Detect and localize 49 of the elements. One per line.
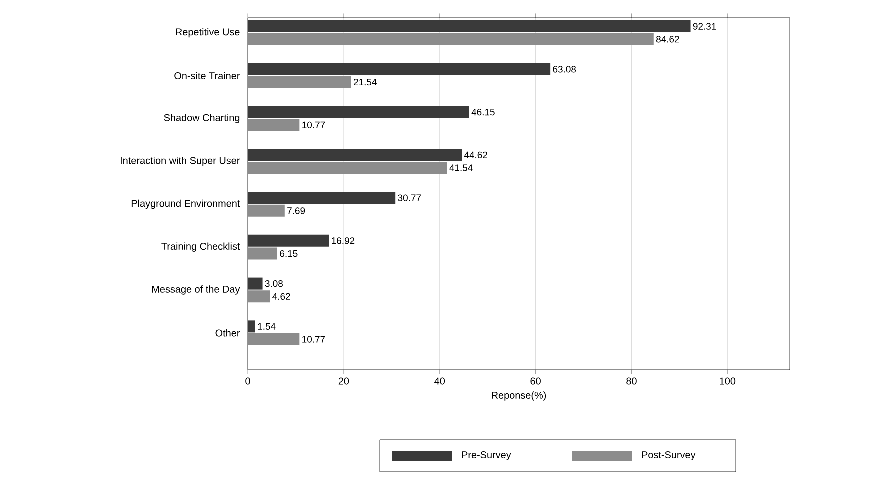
bar	[248, 192, 396, 204]
bar	[248, 76, 352, 88]
data-label: 10.77	[302, 122, 326, 129]
data-label: 21.54	[354, 78, 377, 86]
x-tick-label: 80	[626, 378, 637, 385]
x-tick-label: 20	[338, 378, 350, 385]
data-label: 92.31	[693, 23, 716, 30]
bar	[248, 119, 300, 132]
bar	[248, 290, 270, 303]
data-label: 44.62	[464, 152, 488, 159]
y-tick-label: Interaction with Super User	[121, 156, 240, 166]
data-label: 10.77	[302, 336, 326, 343]
y-tick-label: Playground Environment	[132, 200, 240, 210]
data-label: 4.62	[272, 293, 290, 300]
data-label: 3.08	[265, 280, 283, 288]
bar	[248, 106, 470, 118]
bar	[248, 162, 448, 174]
bar	[248, 204, 285, 217]
data-label: 63.08	[553, 66, 576, 73]
text: Post-Survey	[642, 451, 696, 460]
data-label: 16.92	[332, 238, 355, 244]
bar	[248, 334, 300, 346]
bar	[248, 149, 462, 162]
x-tick-label: 40	[434, 378, 446, 385]
x-axis-title: Reponse(%)	[492, 392, 546, 401]
data-label: 30.77	[398, 194, 422, 202]
x-tick-label: 100	[720, 378, 736, 385]
data-label: 41.54	[450, 164, 473, 172]
data-label: 46.15	[472, 108, 495, 116]
y-tick-label: Other	[216, 329, 240, 337]
bar	[248, 320, 256, 333]
data-label: 84.62	[656, 36, 680, 43]
x-tick-label: 60	[530, 378, 541, 385]
bar	[248, 33, 654, 46]
y-tick-label: Message of the Day	[152, 286, 240, 295]
y-tick-label: Training Checklist	[162, 242, 240, 252]
y-tick-label: On-site Trainer	[174, 72, 240, 80]
bar	[248, 278, 263, 290]
y-tick-label: Repetitive Use	[176, 28, 240, 38]
data-label: 6.15	[280, 250, 298, 258]
data-label: 7.69	[288, 208, 306, 214]
data-label: 1.54	[258, 323, 276, 330]
y-tick-label: Shadow Charting	[164, 114, 240, 124]
text: Pre-Survey	[462, 451, 512, 460]
x-tick-label: 0	[246, 378, 250, 385]
bar	[248, 63, 551, 76]
bar	[248, 234, 330, 247]
bar	[248, 20, 691, 33]
bar	[248, 248, 278, 260]
